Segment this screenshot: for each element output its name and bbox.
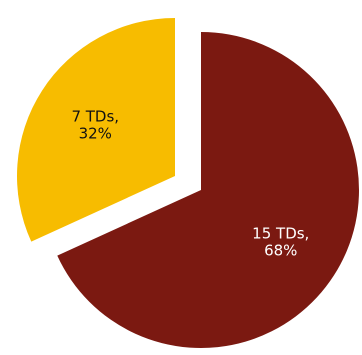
pie-slices: [16, 18, 360, 348]
slice-label-2: 7 TDs, 32%: [71, 108, 119, 143]
slice-labels: 15 TDs, 68% 7 TDs, 32%: [71, 108, 309, 260]
slice-label-line2: 32%: [79, 125, 112, 143]
slice-label-line2: 68%: [264, 241, 297, 259]
slice-label-line1: 15 TDs,: [252, 224, 309, 242]
slice-label-1: 15 TDs, 68%: [252, 224, 309, 259]
pie-slice-2: [16, 18, 176, 242]
pie-slice-1: [57, 32, 360, 348]
slice-label-line1: 7 TDs,: [71, 108, 119, 126]
